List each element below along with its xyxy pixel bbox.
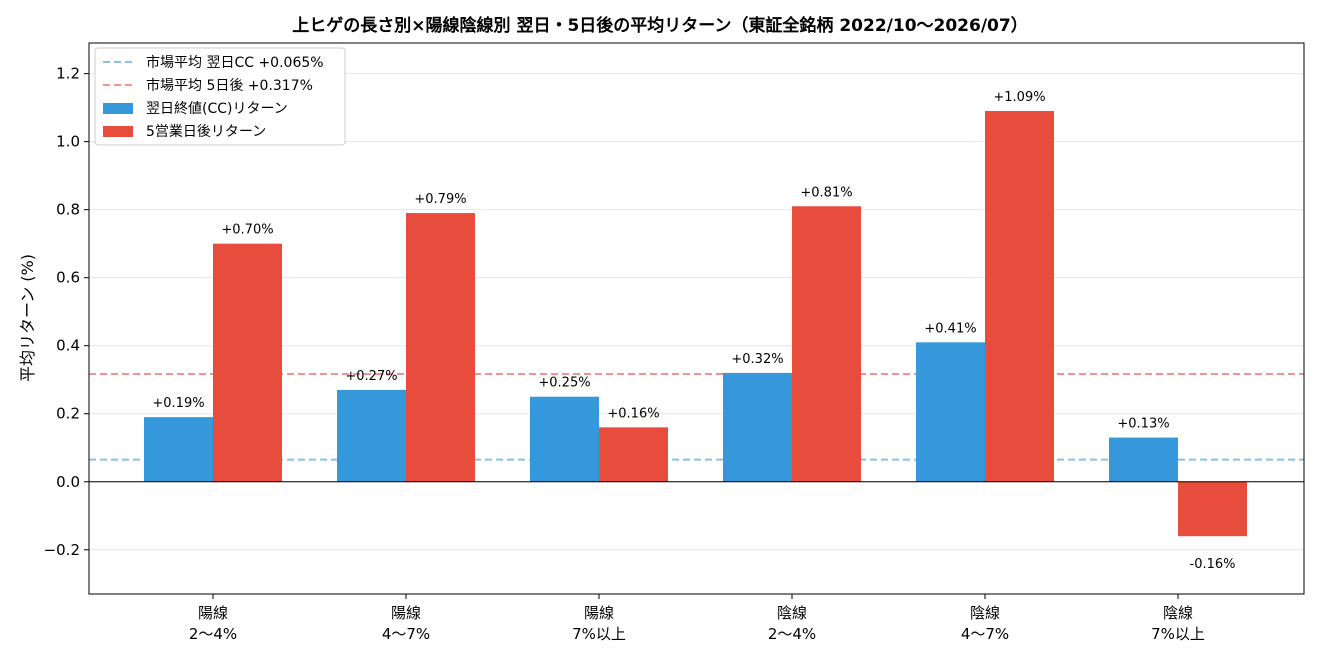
y-ticks: −0.2 0.0 0.2 0.4 0.6 0.8 1.0 1.2 xyxy=(44,65,89,559)
bar xyxy=(213,243,282,482)
x-tick-label: 4〜7% xyxy=(961,625,1009,643)
bar xyxy=(723,372,792,482)
legend: 市場平均 翌日CC +0.065% 市場平均 5日後 +0.317% 翌日終値(CC… xyxy=(94,47,346,146)
data-label: +0.19% xyxy=(152,396,204,411)
data-label: +0.27% xyxy=(345,369,397,384)
data-label: +0.13% xyxy=(1117,417,1169,432)
y-axis-label: 平均リターン (%) xyxy=(18,254,37,382)
x-tick-label: 陽線 xyxy=(584,604,614,622)
chart-title: 上ヒゲの長さ別×陽線陰線別 翌日・5日後の平均リターン（東証全銘柄 2022/1… xyxy=(292,15,1027,36)
y-tick-label: 0.6 xyxy=(56,269,80,287)
bar xyxy=(406,213,475,482)
bar xyxy=(337,389,406,482)
x-tick-label: 陽線 xyxy=(391,604,421,622)
data-label: +0.32% xyxy=(731,352,783,367)
x-tick-label: 7%以上 xyxy=(1151,625,1205,643)
y-tick-label: 0.4 xyxy=(56,337,80,355)
data-label: +1.09% xyxy=(993,90,1045,105)
x-tick-label: 2〜4% xyxy=(189,625,237,643)
data-label: +0.25% xyxy=(538,376,590,391)
bar xyxy=(530,396,599,482)
data-label: +0.81% xyxy=(800,185,852,200)
y-tick-label: 1.0 xyxy=(56,133,80,151)
x-tick-label: 4〜7% xyxy=(382,625,430,643)
legend-box xyxy=(94,47,346,146)
legend-label: 翌日終値(CC)リターン xyxy=(146,101,288,117)
data-label: +0.70% xyxy=(221,223,273,238)
x-tick-label: 陽線 xyxy=(198,604,228,622)
x-tick-label: 2〜4% xyxy=(768,625,816,643)
plot-frame xyxy=(88,42,1305,595)
reference-lines xyxy=(89,372,1304,461)
data-label: -0.16% xyxy=(1190,557,1236,572)
x-tick-label: 陰線 xyxy=(970,604,1000,622)
bar xyxy=(1178,481,1247,537)
legend-label: 市場平均 5日後 +0.317% xyxy=(146,77,313,94)
y-tick-label: 1.2 xyxy=(56,65,80,83)
bars xyxy=(144,111,1247,537)
legend-label: 市場平均 翌日CC +0.065% xyxy=(146,54,324,71)
y-tick-label: 0.0 xyxy=(56,473,80,491)
bar xyxy=(985,111,1054,482)
x-tick-label: 陰線 xyxy=(1163,604,1193,622)
y-tick-label: −0.2 xyxy=(44,541,80,559)
data-label: +0.16% xyxy=(607,406,659,421)
data-label: +0.41% xyxy=(924,321,976,336)
bar xyxy=(1109,437,1178,482)
bar xyxy=(792,206,861,482)
y-tick-label: 0.2 xyxy=(56,405,80,423)
x-tick-label: 陰線 xyxy=(777,604,807,622)
legend-patch-swatch xyxy=(103,126,133,137)
x-ticks: 陽線 2〜4% 陽線 4〜7% 陽線 7%以上 陰線 2〜4% 陰線 4〜7% 陰線 7%以上 xyxy=(189,594,1205,643)
data-labels: +0.19% +0.27% +0.25% +0.32% +0.41% +0.13% +0.7… xyxy=(152,90,1235,572)
data-label: +0.79% xyxy=(414,192,466,207)
x-tick-label: 7%以上 xyxy=(572,625,626,643)
legend-label: 5営業日後リターン xyxy=(146,124,266,140)
bar xyxy=(144,417,213,482)
bar xyxy=(599,427,668,482)
y-tick-label: 0.8 xyxy=(56,201,80,219)
legend-patch-swatch xyxy=(103,103,133,114)
bar xyxy=(916,342,985,482)
